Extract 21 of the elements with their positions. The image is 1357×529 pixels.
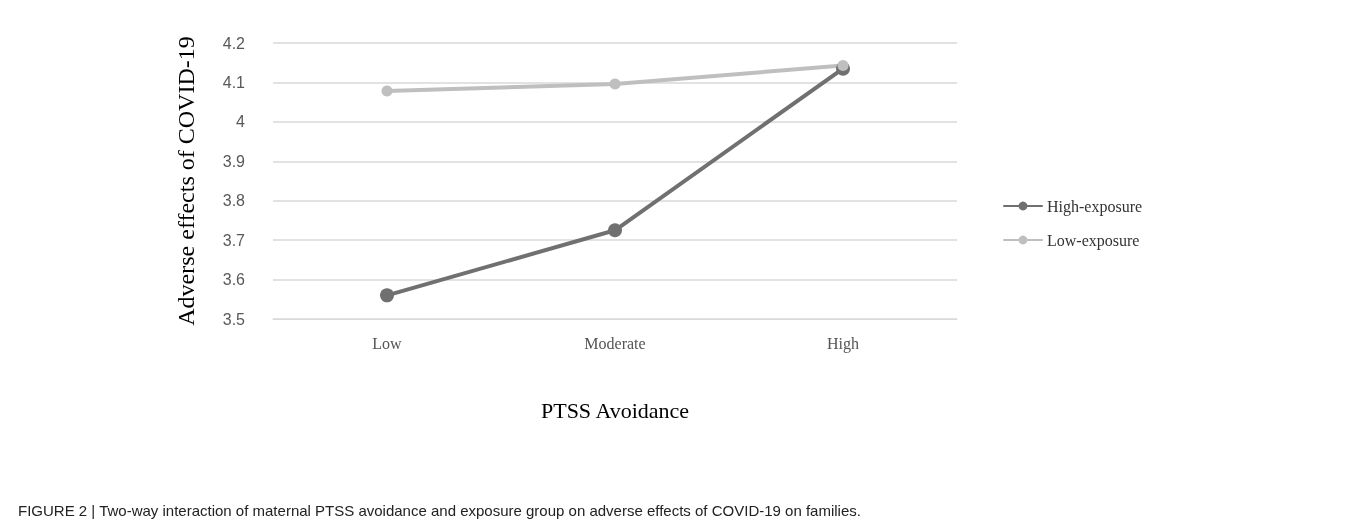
point bbox=[609, 78, 621, 90]
x-tick-label: Moderate bbox=[584, 334, 646, 352]
x-axis-title: PTSS Avoidance bbox=[540, 397, 690, 423]
y-tick-label: 3.5 bbox=[222, 310, 246, 328]
y-tick-label: 4 bbox=[236, 113, 246, 131]
point bbox=[381, 85, 393, 97]
point bbox=[608, 223, 622, 238]
y-tick-label: 4.2 bbox=[222, 34, 246, 52]
y-tick-label: 3.9 bbox=[222, 152, 246, 170]
y-tick-label: 4.1 bbox=[222, 73, 246, 91]
point bbox=[380, 288, 394, 303]
x-tick-label: Low bbox=[372, 334, 403, 352]
legend-label: High-exposure bbox=[1047, 197, 1143, 216]
y-tick-label: 3.8 bbox=[222, 192, 246, 210]
x-tick-label: High bbox=[827, 334, 859, 353]
y-axis-title: Adverse effects of COVID-19 bbox=[173, 36, 199, 326]
y-tick-label: 3.7 bbox=[222, 231, 246, 249]
caption: FIGURE 2 | Two-way interaction of maternal PTSS avoidance and exposure group on adverse effects of COVID-19 on families. bbox=[18, 502, 861, 519]
legend-label: Low-exposure bbox=[1047, 231, 1140, 250]
point bbox=[837, 59, 849, 71]
y-tick-label: 3.6 bbox=[222, 271, 246, 289]
